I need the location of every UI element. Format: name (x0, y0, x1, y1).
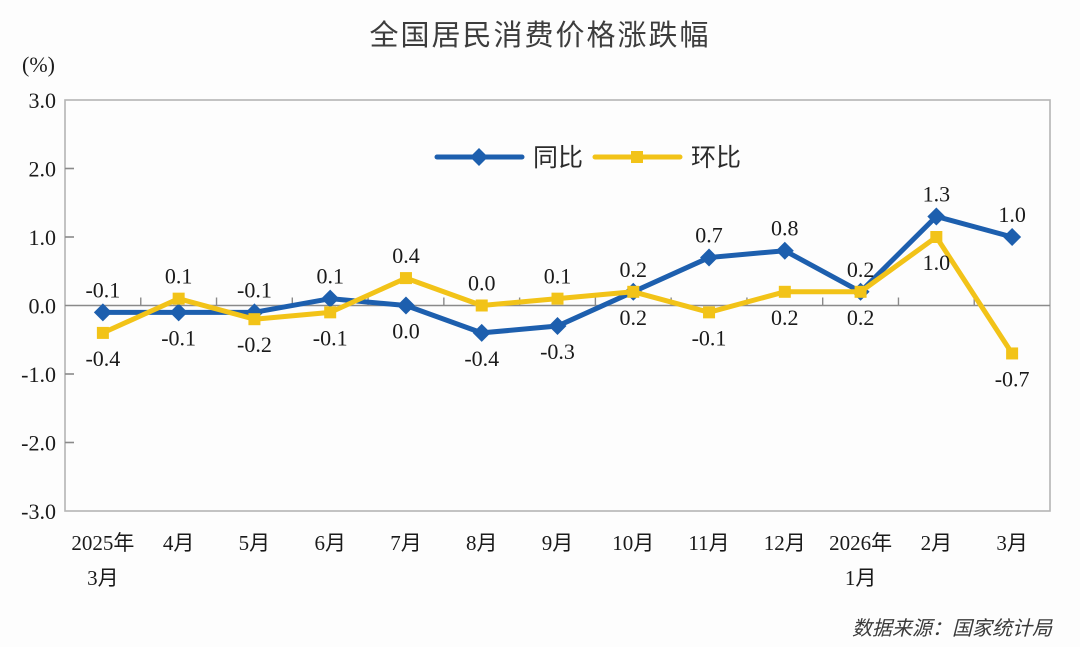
series-marker-mom (930, 231, 943, 243)
data-label-mom: -0.1 (313, 325, 348, 350)
x-category-label: 5月 (239, 531, 271, 555)
data-label-yoy: 0.7 (695, 223, 723, 248)
x-category-label: 4月 (163, 531, 195, 555)
data-label-mom: 0.1 (165, 264, 193, 289)
data-label-yoy: 0.2 (847, 257, 875, 282)
x-category-label: 6月 (314, 531, 346, 555)
x-category-label: 2026年 1月 (829, 531, 892, 590)
x-category-label: 3月 (996, 531, 1028, 555)
x-category-label: 11月 (688, 531, 729, 555)
series-marker-mom (96, 326, 109, 339)
series-marker-yoy (775, 241, 794, 260)
x-category-label: 2025年 3月 (71, 531, 134, 590)
series-marker-yoy (700, 248, 719, 267)
series-marker-mom (854, 285, 867, 298)
chart-title: 全国居民消费价格涨跌幅 (369, 20, 711, 52)
series-marker-yoy (1003, 228, 1022, 246)
series-marker-mom (627, 285, 640, 298)
data-label-yoy: 1.3 (923, 181, 951, 206)
data-label-mom: 0.4 (392, 243, 420, 268)
x-category-label: 12月 (764, 531, 806, 555)
series-marker-mom (172, 292, 185, 305)
legend-marker-mom (631, 151, 643, 163)
series-marker-yoy (548, 317, 567, 336)
data-label-mom: -0.7 (995, 366, 1030, 391)
legend-label-yoy: 同比 (533, 144, 583, 172)
data-label-yoy: -0.1 (85, 277, 120, 302)
x-category-label: 8月 (466, 531, 498, 555)
y-tick-label: 2.0 (29, 157, 57, 182)
series-marker-mom (475, 299, 488, 312)
x-category-label: 10月 (612, 531, 654, 555)
data-label-yoy: 0.0 (392, 319, 420, 344)
data-label-mom: -0.2 (237, 332, 272, 357)
legend-marker-yoy (470, 148, 488, 166)
x-category-label: 2月 (921, 531, 953, 555)
data-label-mom: 0.2 (620, 305, 648, 330)
y-tick-label: 0.0 (29, 294, 57, 319)
series-marker-yoy (169, 303, 188, 322)
series-marker-mom (778, 285, 791, 298)
data-label-mom: 0.2 (847, 305, 875, 330)
data-label-yoy: -0.4 (464, 346, 499, 371)
data-label-yoy: -0.3 (540, 339, 575, 364)
data-label-yoy: 0.8 (771, 216, 799, 241)
series-marker-yoy (321, 289, 340, 308)
data-label-yoy: 1.0 (998, 202, 1026, 227)
data-label-yoy: 0.2 (620, 257, 648, 282)
series-marker-mom (399, 272, 412, 285)
data-label-mom: 0.2 (771, 305, 799, 330)
data-label-mom: -0.4 (85, 346, 120, 371)
y-tick-label: 3.0 (29, 88, 57, 113)
y-axis-unit-label: (%) (22, 52, 55, 77)
data-label-mom: -0.1 (692, 325, 727, 350)
series-marker-yoy (396, 296, 415, 315)
y-tick-label: -1.0 (21, 362, 56, 387)
series-marker-mom (551, 292, 564, 305)
data-label-yoy: -0.1 (161, 325, 196, 350)
data-label-mom: 1.0 (923, 250, 951, 275)
series-marker-yoy (927, 207, 946, 226)
series-marker-mom (324, 306, 337, 319)
data-source-note: 数据来源：国家统计局 (852, 618, 1052, 640)
legend-label-mom: 环比 (691, 144, 741, 172)
data-label-mom: 0.0 (468, 271, 496, 296)
data-label-yoy: -0.1 (237, 277, 272, 302)
data-label-yoy: 0.1 (316, 264, 344, 289)
x-category-label: 7月 (390, 531, 422, 555)
series-marker-mom (248, 313, 261, 326)
series-marker-mom (1006, 347, 1019, 360)
data-label-mom: 0.1 (544, 264, 572, 289)
series-marker-mom (703, 306, 716, 319)
y-tick-label: -2.0 (21, 431, 56, 456)
x-category-label: 9月 (542, 531, 574, 555)
series-marker-yoy (472, 323, 491, 342)
series-marker-yoy (93, 303, 112, 322)
y-tick-label: 1.0 (29, 225, 57, 250)
y-tick-label: -3.0 (21, 499, 56, 524)
